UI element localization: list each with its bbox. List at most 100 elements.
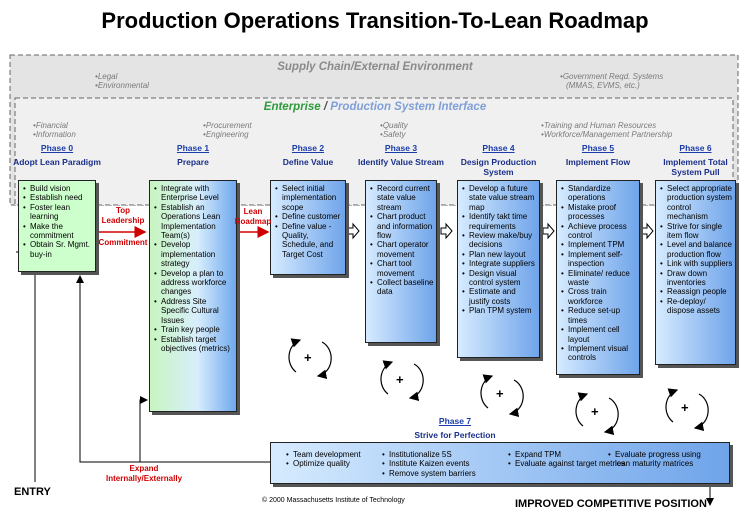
phase-item: Develop a future state value stream map	[461, 184, 537, 212]
phase-label: Phase 1	[176, 143, 210, 153]
phase-item: Chart tool movement	[369, 259, 434, 278]
phase-item: Develop implementation strategy	[153, 240, 234, 268]
enterprise-title: Enterprise / Production System Interface	[0, 101, 750, 113]
supply-chain-title: Supply Chain/External Environment	[277, 61, 473, 73]
sc-item: (MMAS, EVMS, etc.)	[566, 81, 640, 90]
group-item: Procurement	[203, 121, 252, 130]
phase7-column: Expand TPMEvaluate against target metric…	[507, 450, 625, 469]
phase-item: Obtain Sr. Mgmt. buy-in	[22, 240, 93, 259]
phase-item: Strive for single item flow	[659, 222, 733, 241]
phase-item: Integrate with Enterprise Level	[153, 184, 234, 203]
phase-item: Make the commitment	[22, 222, 93, 241]
phase-label: Phase 4	[482, 143, 515, 153]
phase-item: Implement visual controls	[560, 344, 637, 363]
phase-item: Design visual control system	[461, 269, 537, 288]
phase-item: Chart operator movement	[369, 240, 434, 259]
phase-item: Implement cell layout	[560, 325, 637, 344]
phase-box: Build visionEstablish needFoster lean le…	[18, 180, 96, 272]
phase-name: Implement Flow	[565, 157, 631, 167]
phase-item: Plan TPM system	[461, 306, 537, 316]
phase-item: Plan new layout	[461, 250, 537, 260]
cycle-plus: +	[396, 372, 404, 387]
separator: /	[323, 101, 328, 113]
sc-item: Government Reqd. Systems	[560, 72, 663, 81]
phase-item: Achieve process control	[560, 222, 637, 241]
improvement-cycles	[288, 338, 709, 436]
phase-item: Record current state value stream	[369, 184, 434, 212]
phase7-items: Team developmentOptimize quality	[285, 450, 403, 469]
phase-item: Establish an Operations Lean Implementat…	[153, 203, 234, 241]
group-item: Workforce/Management Partnership	[541, 130, 673, 139]
phase7-item: Institutionalize 5S	[381, 450, 499, 460]
phase-item: Estimate and justify costs	[461, 287, 537, 306]
enterprise-group: Training and Human ResourcesWorkforce/Ma…	[541, 121, 673, 139]
phase-box: Record current state value streamChart p…	[365, 180, 437, 343]
group-item: Engineering	[203, 130, 252, 139]
phase-items: Develop a future state value stream map I…	[461, 184, 537, 316]
phase-item: Eliminate/ reduce waste	[560, 269, 637, 288]
phase7-label: Phase 7	[438, 416, 472, 426]
phase-item: Establish need	[22, 193, 93, 203]
cycle-plus: +	[304, 350, 312, 365]
phase-item: Level and balance production flow	[659, 240, 733, 259]
phase-label: Phase 2	[291, 143, 325, 153]
phase-name: Identify Value Stream	[358, 157, 444, 167]
phase7-column: Team developmentOptimize quality	[285, 450, 403, 469]
phase7-column: Evaluate progress using lean maturity ma…	[607, 450, 717, 469]
phase-item: Address Site Specific Cultural Issues	[153, 297, 234, 325]
leadership-label: Commitment	[98, 238, 148, 247]
phase-item: Establish target objectives (metrics)	[153, 335, 234, 354]
phase7-item: Evaluate against target metrics	[507, 459, 625, 469]
phase7-item: Team development	[285, 450, 403, 460]
phase-item: Define customer	[274, 212, 343, 222]
supply-chain-right: Government Reqd. Systems (MMAS, EVMS, et…	[560, 72, 663, 90]
phase-item: Select initial implementation scope	[274, 184, 343, 212]
expand-label: Expand Internally/Externally	[105, 464, 183, 483]
group-item: Financial	[33, 121, 76, 130]
phase-item: Select appropriate production system con…	[659, 184, 733, 222]
phase-item: Foster lean learning	[22, 203, 93, 222]
phase7-items: Evaluate progress using lean maturity ma…	[607, 450, 717, 469]
copyright: © 2000 Massachusetts Institute of Techno…	[262, 497, 405, 504]
enterprise-group: QualitySafety	[380, 121, 408, 139]
phase-item: Implement TPM	[560, 240, 637, 250]
group-item: Information	[33, 130, 76, 139]
phase7-column: Institutionalize 5SInstitute Kaizen even…	[381, 450, 499, 479]
phase-item: Train key people	[153, 325, 234, 335]
phase-items: Select initial implementation scopeDefin…	[274, 184, 343, 259]
outcome-label: IMPROVED COMPETITIVE POSITION	[515, 498, 707, 510]
phase-item: Link with suppliers	[659, 259, 733, 269]
phase7-items: Expand TPMEvaluate against target metric…	[507, 450, 625, 469]
group-item: Training and Human Resources	[541, 121, 672, 130]
phase-name: Implement Total System Pull	[663, 157, 728, 177]
phase-label: Phase 3	[384, 143, 418, 153]
sc-item: Environmental	[95, 81, 149, 90]
phase-box: Standardize operationsMistake proof proc…	[556, 180, 640, 375]
phase-item: Re-deploy/ dispose assets	[659, 297, 733, 316]
phase7-item: Institute Kaizen events	[381, 459, 499, 469]
phase-name: Design Production System	[460, 157, 537, 177]
phase-item: Collect baseline data	[369, 278, 434, 297]
phase-item: Implement self-inspection	[560, 250, 637, 269]
phase-box: Select initial implementation scopeDefin…	[270, 180, 346, 275]
group-item: Safety	[380, 130, 408, 139]
phase-label: Phase 6	[679, 143, 712, 153]
supply-chain-left: Legal Environmental	[95, 72, 149, 90]
phase-item: Standardize operations	[560, 184, 637, 203]
phase7-items: Institutionalize 5SInstitute Kaizen even…	[381, 450, 499, 479]
phase-items: Build visionEstablish needFoster lean le…	[22, 184, 93, 259]
cycle-plus: +	[496, 386, 504, 401]
title: Production Operations Transition-To-Lean…	[101, 8, 649, 33]
phase-box: Select appropriate production system con…	[655, 180, 736, 365]
phase-items: Integrate with Enterprise LevelEstablish…	[153, 184, 234, 353]
phase-item: Chart product and information flow	[369, 212, 434, 240]
phase7-item: Expand TPM	[507, 450, 625, 460]
phase-name: Adopt Lean Paradigm	[13, 157, 101, 167]
phase-item: Integrate suppliers	[461, 259, 537, 269]
enterprise-group: FinancialInformation	[33, 121, 76, 139]
phase7-box: Team developmentOptimize qualityInstitut…	[270, 442, 730, 484]
phase-item: Mistake proof processes	[560, 203, 637, 222]
roadmap-label: Lean Roadmap	[234, 207, 272, 226]
phase-box: Integrate with Enterprise LevelEstablish…	[149, 180, 237, 412]
